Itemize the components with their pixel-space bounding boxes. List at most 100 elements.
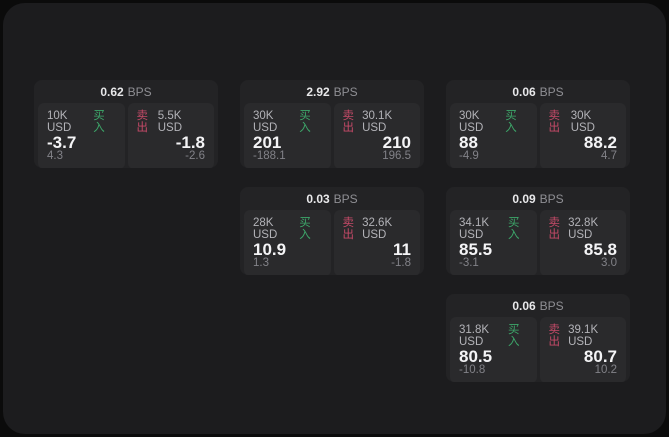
buy-sub-value: -10.8 <box>459 364 486 376</box>
buy-size-label: 30K USD <box>459 110 484 134</box>
sell-size-label: 5.5K USD <box>157 110 183 134</box>
buy-pane-labels: 28K USD 买入 <box>253 217 322 241</box>
buy-price-value: 85.5 <box>459 240 493 259</box>
buy-price-value: 80.5 <box>459 347 493 366</box>
spread-bps-value: 0.06 <box>512 298 536 313</box>
buy-pane-labels: 30K USD 买入 <box>253 110 322 134</box>
buy-price-value: -3.7 <box>47 133 77 152</box>
sell-price-value: 85.8 <box>583 240 617 259</box>
buy-side-label: 买入 <box>93 110 105 134</box>
buy-pane-labels: 34.1K USD 买入 <box>459 217 528 241</box>
buy-size-label: 30K USD <box>253 110 278 134</box>
buy-side-label: 买入 <box>507 217 520 241</box>
buy-quote-pane[interactable]: 34.1K USD 买入 85.5 -3.1 <box>450 210 537 275</box>
sell-pane-labels: 卖出 30K USD <box>548 110 618 134</box>
sell-sub-value: 3.0 <box>601 257 617 269</box>
card-header: 0.06 BPS <box>446 294 630 317</box>
buy-quote-pane[interactable]: 30K USD 买入 88 -4.9 <box>450 103 537 168</box>
sell-size-label: 30K USD <box>570 110 595 134</box>
sell-side-label: 卖出 <box>548 217 561 241</box>
buy-price-value: 201 <box>253 133 282 152</box>
card-header: 2.92 BPS <box>240 80 424 103</box>
sell-pane-labels: 卖出 5.5K USD <box>136 110 206 134</box>
card-body: 10K USD 买入 -3.7 4.3 卖出 5.5K USD -1.8 -2.… <box>34 103 218 168</box>
quote-board-panel: 0.62 BPS 10K USD 买入 -3.7 4.3 卖出 5.5K USD… <box>3 3 666 434</box>
buy-pane-labels: 31.8K USD 买入 <box>459 324 528 348</box>
spread-bps-value: 0.62 <box>100 84 124 99</box>
sell-quote-pane[interactable]: 卖出 32.6K USD 11 -1.8 <box>333 210 420 275</box>
sell-pane-labels: 卖出 30.1K USD <box>342 110 412 134</box>
quote-card: 0.09 BPS 34.1K USD 买入 85.5 -3.1 卖出 32.8K… <box>446 187 630 275</box>
sell-quote-pane[interactable]: 卖出 32.8K USD 85.8 3.0 <box>539 210 626 275</box>
buy-sub-value: -3.1 <box>459 257 479 269</box>
sell-sub-value: 4.7 <box>601 150 617 162</box>
spread-bps-value: 2.92 <box>306 84 330 99</box>
card-header: 0.06 BPS <box>446 80 630 103</box>
buy-pane-labels: 10K USD 买入 <box>47 110 116 134</box>
buy-size-label: 10K USD <box>47 110 72 134</box>
buy-price-value: 10.9 <box>253 240 287 259</box>
buy-size-label: 34.1K USD <box>459 217 490 241</box>
sell-side-label: 卖出 <box>548 324 561 348</box>
spread-bps-value: 0.03 <box>306 191 330 206</box>
spread-bps-unit: BPS <box>127 84 152 99</box>
sell-side-label: 卖出 <box>548 110 561 134</box>
buy-side-label: 买入 <box>505 110 517 134</box>
card-header: 0.62 BPS <box>34 80 218 103</box>
sell-quote-pane[interactable]: 卖出 39.1K USD 80.7 10.2 <box>539 317 626 382</box>
buy-sub-value: 4.3 <box>47 150 63 162</box>
sell-pane-labels: 卖出 32.6K USD <box>342 217 412 241</box>
buy-sub-value: -4.9 <box>459 150 479 162</box>
buy-sub-value: -188.1 <box>253 150 286 162</box>
spread-bps-unit: BPS <box>333 84 358 99</box>
card-body: 28K USD 买入 10.9 1.3 卖出 32.6K USD 11 -1.8 <box>240 210 424 275</box>
buy-side-label: 买入 <box>299 110 311 134</box>
sell-quote-pane[interactable]: 卖出 30K USD 88.2 4.7 <box>539 103 626 168</box>
sell-price-value: 88.2 <box>583 133 617 152</box>
quote-card: 0.62 BPS 10K USD 买入 -3.7 4.3 卖出 5.5K USD… <box>34 80 218 168</box>
spread-bps-unit: BPS <box>539 84 564 99</box>
buy-price-value: 88 <box>459 133 478 152</box>
quote-cards-grid: 0.62 BPS 10K USD 买入 -3.7 4.3 卖出 5.5K USD… <box>34 80 630 382</box>
sell-pane-labels: 卖出 32.8K USD <box>548 217 618 241</box>
sell-price-value: 80.7 <box>583 347 617 366</box>
sell-quote-pane[interactable]: 卖出 30.1K USD 210 196.5 <box>333 103 420 168</box>
spread-bps-unit: BPS <box>539 191 564 206</box>
buy-quote-pane[interactable]: 28K USD 买入 10.9 1.3 <box>244 210 331 275</box>
spread-bps-unit: BPS <box>539 298 564 313</box>
sell-size-label: 30.1K USD <box>362 110 393 134</box>
sell-pane-labels: 卖出 39.1K USD <box>548 324 618 348</box>
buy-size-label: 28K USD <box>253 217 278 241</box>
card-body: 34.1K USD 买入 85.5 -3.1 卖出 32.8K USD 85.8… <box>446 210 630 275</box>
sell-size-label: 32.8K USD <box>568 217 599 241</box>
card-header: 0.03 BPS <box>240 187 424 210</box>
sell-side-label: 卖出 <box>342 217 355 241</box>
spread-bps-unit: BPS <box>333 191 358 206</box>
buy-quote-pane[interactable]: 30K USD 买入 201 -188.1 <box>244 103 331 168</box>
sell-size-label: 39.1K USD <box>568 324 599 348</box>
buy-quote-pane[interactable]: 31.8K USD 买入 80.5 -10.8 <box>450 317 537 382</box>
sell-price-value: 210 <box>382 133 411 152</box>
sell-sub-value: 196.5 <box>382 150 411 162</box>
sell-quote-pane[interactable]: 卖出 5.5K USD -1.8 -2.6 <box>127 103 214 168</box>
buy-pane-labels: 30K USD 买入 <box>459 110 528 134</box>
card-body: 30K USD 买入 88 -4.9 卖出 30K USD 88.2 4.7 <box>446 103 630 168</box>
card-body: 31.8K USD 买入 80.5 -10.8 卖出 39.1K USD 80.… <box>446 317 630 382</box>
buy-side-label: 买入 <box>507 324 520 348</box>
quote-card: 0.06 BPS 30K USD 买入 88 -4.9 卖出 30K USD 8… <box>446 80 630 168</box>
buy-sub-value: 1.3 <box>253 257 269 269</box>
quote-card: 0.06 BPS 31.8K USD 买入 80.5 -10.8 卖出 39.1… <box>446 294 630 382</box>
sell-sub-value: -2.6 <box>185 150 205 162</box>
sell-side-label: 卖出 <box>136 110 149 134</box>
sell-price-value: 11 <box>393 240 411 259</box>
card-header: 0.09 BPS <box>446 187 630 210</box>
quote-card: 2.92 BPS 30K USD 买入 201 -188.1 卖出 30.1K … <box>240 80 424 168</box>
buy-side-label: 买入 <box>299 217 311 241</box>
sell-side-label: 卖出 <box>342 110 355 134</box>
sell-price-value: -1.8 <box>175 133 205 152</box>
buy-size-label: 31.8K USD <box>459 324 490 348</box>
buy-quote-pane[interactable]: 10K USD 买入 -3.7 4.3 <box>38 103 125 168</box>
sell-sub-value: -1.8 <box>391 257 411 269</box>
spread-bps-value: 0.09 <box>512 191 536 206</box>
quote-card: 0.03 BPS 28K USD 买入 10.9 1.3 卖出 32.6K US… <box>240 187 424 275</box>
